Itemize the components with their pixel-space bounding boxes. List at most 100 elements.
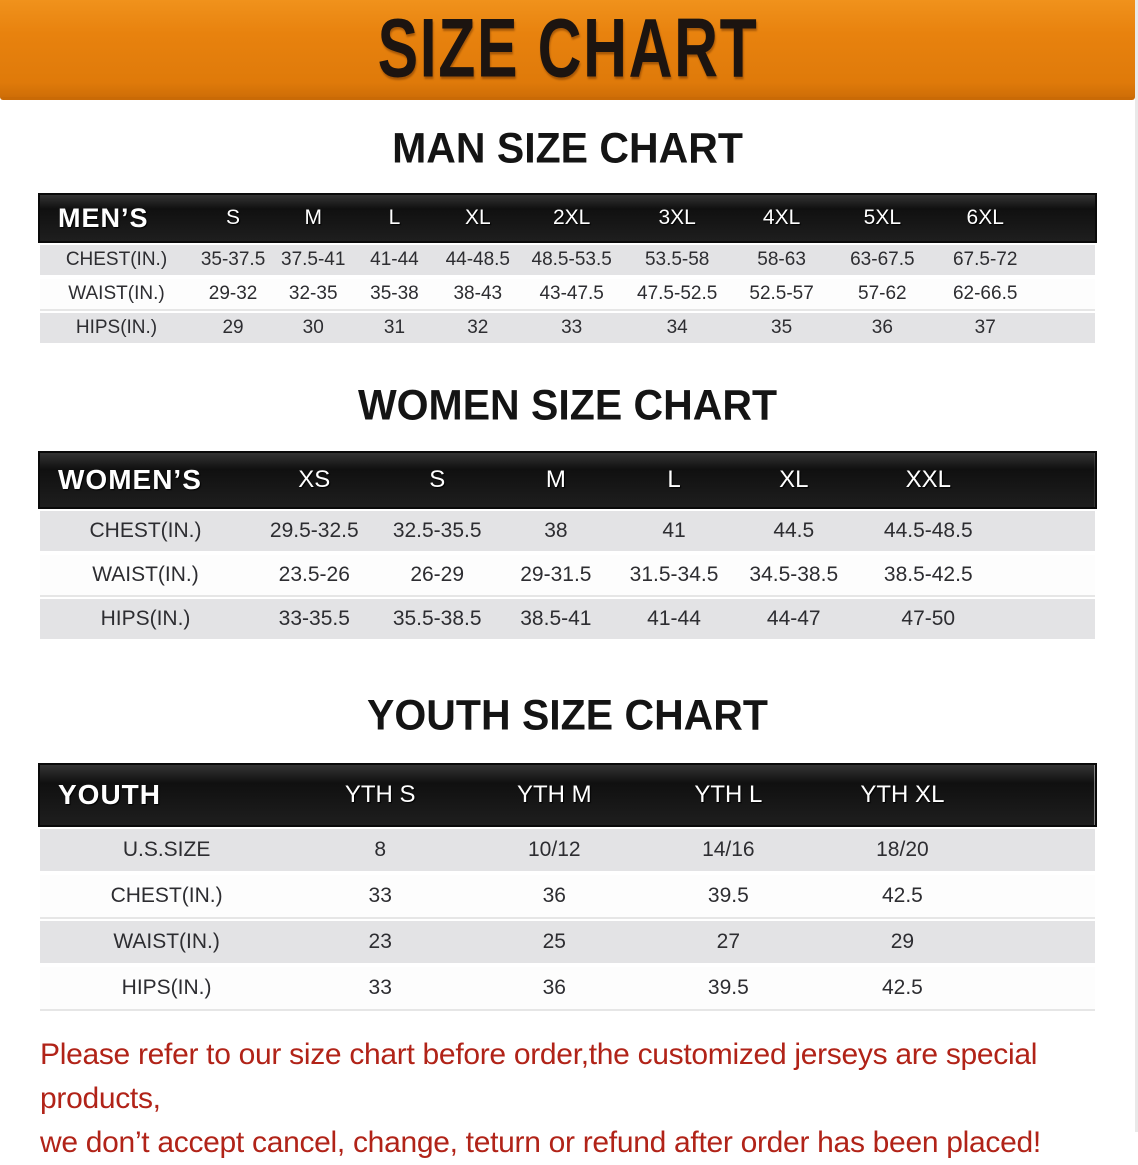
value-cell: 14/16 <box>641 829 816 871</box>
value-cell: 44.5 <box>733 511 855 551</box>
column-header-cell: XXL <box>905 466 951 493</box>
row-label-cell: CHEST(IN.) <box>40 511 251 551</box>
filler-cell <box>1037 245 1095 275</box>
filler-cell <box>1002 555 1095 595</box>
table-row: U.S.SIZE 8 10/12 14/16 18/20 <box>40 829 1095 871</box>
column-header-cell: S <box>226 206 241 229</box>
column-header-cell: 2XL <box>552 206 591 229</box>
value-cell: 36 <box>467 875 642 917</box>
row-label-cell: WAIST(IN.) <box>40 279 193 309</box>
value-cell: 53.5-58 <box>623 245 731 275</box>
row-label-cell: U.S.SIZE <box>40 829 294 871</box>
value-cell: 42.5 <box>815 967 990 1009</box>
column-header-cell: L <box>388 206 401 229</box>
value-cell: 38-43 <box>435 279 520 309</box>
value-cell: 33 <box>293 875 468 917</box>
value-cell: 48.5-53.5 <box>519 245 624 275</box>
value-cell: 42.5 <box>815 875 990 917</box>
value-cell: 32-35 <box>273 279 354 309</box>
value-cell: 67.5-72 <box>932 245 1038 275</box>
row-label-cell: HIPS(IN.) <box>40 967 294 1009</box>
table-row: WAIST(IN.) 29-32 32-35 35-38 38-43 43-47.5 47.… <box>40 279 1095 309</box>
value-cell: 33-35.5 <box>251 599 378 639</box>
column-header-cell: S <box>429 466 446 493</box>
table-header-row: WOMEN’S XS S M L XL XXL <box>38 451 1097 509</box>
value-cell: 32 <box>435 313 520 343</box>
table-row: CHEST(IN.) 35-37.5 37.5-41 41-44 44-48.5 48.5… <box>40 245 1095 275</box>
value-cell: 41 <box>614 511 734 551</box>
disclaimer: Please refer to our size chart before or… <box>40 1033 1099 1165</box>
table-header-row: YOUTH YTH S YTH M YTH L YTH XL <box>38 763 1097 827</box>
value-cell: 58-63 <box>730 245 833 275</box>
value-cell: 29 <box>192 313 274 343</box>
row-label-cell: HIPS(IN.) <box>40 313 193 343</box>
column-header-cell: XL <box>779 466 809 493</box>
row-label-cell: HIPS(IN.) <box>40 599 251 639</box>
column-header-cell: XL <box>464 206 491 229</box>
filler-cell <box>1038 195 1095 241</box>
row-label-cell: CHEST(IN.) <box>40 875 294 917</box>
disclaimer-line-1: Please refer to our size chart before or… <box>40 1038 1038 1115</box>
value-cell: 37.5-41 <box>273 245 354 275</box>
man-size-chart-section: MAN SIZE CHART MEN’S S M L XL 2XL 3XL 4XL 5XL 6XL… <box>0 123 1135 347</box>
value-cell: 31.5-34.5 <box>614 555 734 595</box>
youth-size-chart-section: YOUTH SIZE CHART YOUTH YTH S YTH M YTH L YTH… <box>0 690 1135 1013</box>
banner: SIZE CHART <box>0 0 1135 100</box>
value-cell: 23.5-26 <box>251 555 378 595</box>
value-cell: 37 <box>932 313 1038 343</box>
value-cell: 29-31.5 <box>496 555 615 595</box>
table-row: WAIST(IN.) 23.5-26 26-29 29-31.5 31.5-34.5 34… <box>40 555 1095 595</box>
value-cell: 33 <box>519 313 624 343</box>
value-cell: 38 <box>496 511 615 551</box>
filler-cell <box>1002 599 1095 639</box>
filler-cell <box>989 765 1095 825</box>
value-cell: 29-32 <box>192 279 274 309</box>
youth-section-heading: YOUTH SIZE CHART <box>367 690 768 740</box>
column-header-cell: 5XL <box>863 206 902 229</box>
column-header-cell: YTH M <box>516 781 592 808</box>
youth-size-table: YOUTH YTH S YTH M YTH L YTH XL U.S.SIZE 8 10/12… <box>38 761 1097 1013</box>
value-cell: 47-50 <box>854 599 1003 639</box>
value-cell: 34 <box>623 313 731 343</box>
filler-cell <box>989 921 1095 963</box>
value-cell: 38.5-42.5 <box>854 555 1003 595</box>
value-cell: 41-44 <box>614 599 734 639</box>
filler-cell <box>1037 279 1095 309</box>
column-header-cell: L <box>667 466 681 493</box>
size-table-1: WOMEN’S XS S M L XL XXL CHEST(IN.) 29.5-32.5 32.5… <box>38 449 1097 643</box>
women-size-chart-section: WOMEN SIZE CHART WOMEN’S XS S M L XL XXL CHEST(… <box>0 380 1135 643</box>
filler-cell <box>989 875 1095 917</box>
value-cell: 36 <box>832 313 933 343</box>
value-cell: 36 <box>467 967 642 1009</box>
value-cell: 29 <box>815 921 990 963</box>
value-cell: 35-37.5 <box>192 245 274 275</box>
value-cell: 33 <box>293 967 468 1009</box>
value-cell: 29.5-32.5 <box>251 511 378 551</box>
filler-cell <box>1037 313 1095 343</box>
value-cell: 18/20 <box>815 829 990 871</box>
value-cell: 26-29 <box>377 555 497 595</box>
column-header-cell: 6XL <box>966 206 1004 229</box>
value-cell: 41-44 <box>353 245 436 275</box>
column-header-cell: YTH L <box>694 781 763 808</box>
column-header-cell: 3XL <box>658 206 696 229</box>
value-cell: 30 <box>273 313 354 343</box>
filler-cell <box>989 829 1095 871</box>
value-cell: 35 <box>730 313 833 343</box>
column-header-cell: YTH S <box>344 781 416 808</box>
value-cell: 35.5-38.5 <box>377 599 497 639</box>
size-table-2: YOUTH YTH S YTH M YTH L YTH XL U.S.SIZE 8 10/12… <box>38 761 1097 1013</box>
table-header-row: MEN’S S M L XL 2XL 3XL 4XL 5XL 6XL <box>38 193 1097 243</box>
women-section-heading: WOMEN SIZE CHART <box>357 380 778 430</box>
value-cell: 25 <box>467 921 642 963</box>
filler-cell <box>989 967 1095 1009</box>
value-cell: 44-48.5 <box>435 245 520 275</box>
disclaimer-line-2: we don’t accept cancel, change, teturn o… <box>40 1126 1041 1159</box>
banner-title: SIZE CHART <box>377 1 758 96</box>
table-row: CHEST(IN.) 33 36 39.5 42.5 <box>40 875 1095 917</box>
value-cell: 47.5-52.5 <box>623 279 731 309</box>
row-label-cell: CHEST(IN.) <box>40 245 193 275</box>
man-section-heading: MAN SIZE CHART <box>392 123 743 173</box>
value-cell: 31 <box>353 313 436 343</box>
value-cell: 52.5-57 <box>730 279 833 309</box>
